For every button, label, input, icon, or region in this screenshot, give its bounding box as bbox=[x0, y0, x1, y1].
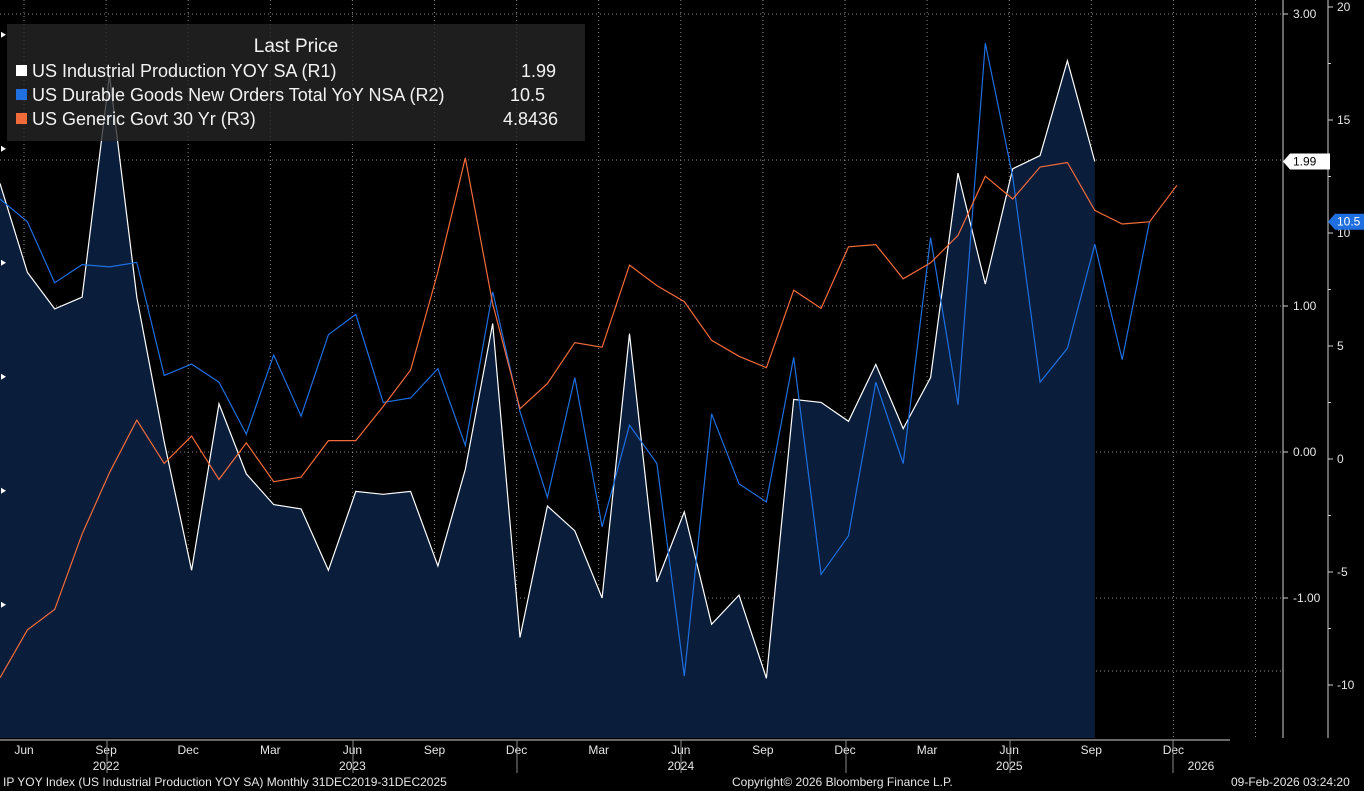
legend-entry-durable-goods: US Durable Goods New Orders Total YoY NS… bbox=[16, 85, 545, 107]
legend: Last Price US Industrial Production YOY … bbox=[7, 24, 585, 141]
r2-tick-label: -5 bbox=[1337, 565, 1348, 579]
x-month-label: Mar bbox=[917, 743, 938, 757]
r2-tick-label: 5 bbox=[1337, 339, 1344, 353]
r2-tick-label: -10 bbox=[1337, 678, 1355, 692]
legend-swatch bbox=[16, 65, 27, 76]
ip-area-fill bbox=[0, 60, 1095, 738]
x-month-label: Sep bbox=[752, 743, 774, 757]
legend-label: US Generic Govt 30 Yr (R3) bbox=[32, 109, 256, 129]
legend-value: 4.8436 bbox=[503, 109, 559, 129]
r3-tick-marker bbox=[1, 601, 6, 608]
durable-goods-last-value-label: 10.5 bbox=[1337, 215, 1361, 229]
r3-tick-marker bbox=[1, 259, 6, 266]
x-month-label: Sep bbox=[95, 743, 117, 757]
legend-value: 1.99 bbox=[521, 61, 557, 81]
footer-copyright: Copyright© 2026 Bloomberg Finance L.P. bbox=[732, 775, 953, 789]
x-year-label: 2026 bbox=[1188, 759, 1215, 773]
x-month-label: Jun bbox=[1000, 743, 1019, 757]
r1-tick-label: -1.00 bbox=[1293, 591, 1321, 605]
r2-tick-label: 0 bbox=[1337, 452, 1344, 466]
footer-source: IP YOY Index (US Industrial Production Y… bbox=[3, 775, 447, 789]
ip-last-value-box bbox=[1283, 153, 1330, 170]
r3-tick-marker bbox=[1, 487, 6, 494]
footer-timestamp: 09-Feb-2026 03:24:20 bbox=[1231, 775, 1350, 789]
legend-label: US Industrial Production YOY SA (R1) bbox=[32, 61, 337, 81]
legend-title: Last Price bbox=[253, 36, 339, 57]
legend-value: 10.5 bbox=[510, 85, 546, 105]
x-axis: JunSep2022DecMarJun2023SepDecMarJun2024S… bbox=[0, 739, 1230, 773]
r3-tick-marker bbox=[1, 373, 6, 380]
x-month-label: Mar bbox=[260, 743, 281, 757]
ip-series-line bbox=[0, 58, 1096, 679]
legend-entry-govt-30yr: US Generic Govt 30 Yr (R3) 4.8436 bbox=[16, 109, 558, 131]
legend-swatch bbox=[16, 89, 27, 100]
govt-30yr-series-line bbox=[0, 157, 1178, 679]
r1-tick-label: 0.00 bbox=[1293, 445, 1317, 459]
x-month-label: Sep bbox=[1081, 743, 1103, 757]
x-month-label: Mar bbox=[588, 743, 609, 757]
x-month-label: Jun bbox=[343, 743, 362, 757]
r1-tick-label: 3.00 bbox=[1293, 7, 1317, 21]
r2-tick-label: 15 bbox=[1337, 113, 1351, 127]
r3-tick-marker bbox=[1, 31, 6, 38]
x-year-label: 2022 bbox=[93, 759, 120, 773]
x-month-label: Dec bbox=[834, 743, 855, 757]
legend-swatch bbox=[16, 113, 27, 124]
x-year-label: 2025 bbox=[996, 759, 1023, 773]
ip-last-value-label: 1.99 bbox=[1293, 154, 1317, 168]
r1-tick-label: 1.00 bbox=[1293, 299, 1317, 313]
legend-entry-industrial-production: US Industrial Production YOY SA (R1) 1.9… bbox=[16, 61, 556, 83]
x-month-label: Jun bbox=[14, 743, 33, 757]
x-month-label: Sep bbox=[424, 743, 446, 757]
r2-tick-label: 20 bbox=[1337, 0, 1351, 14]
durable-goods-last-value-box bbox=[1328, 213, 1364, 230]
x-month-label: Dec bbox=[178, 743, 199, 757]
r3-tick-marker bbox=[1, 145, 6, 152]
ip-area bbox=[0, 60, 1095, 738]
legend-label: US Durable Goods New Orders Total YoY NS… bbox=[32, 85, 445, 105]
series-lines bbox=[0, 43, 1178, 679]
durable-goods-series-line bbox=[0, 43, 1151, 677]
last-value-markers: 1.99 10.5 bbox=[1283, 153, 1364, 230]
